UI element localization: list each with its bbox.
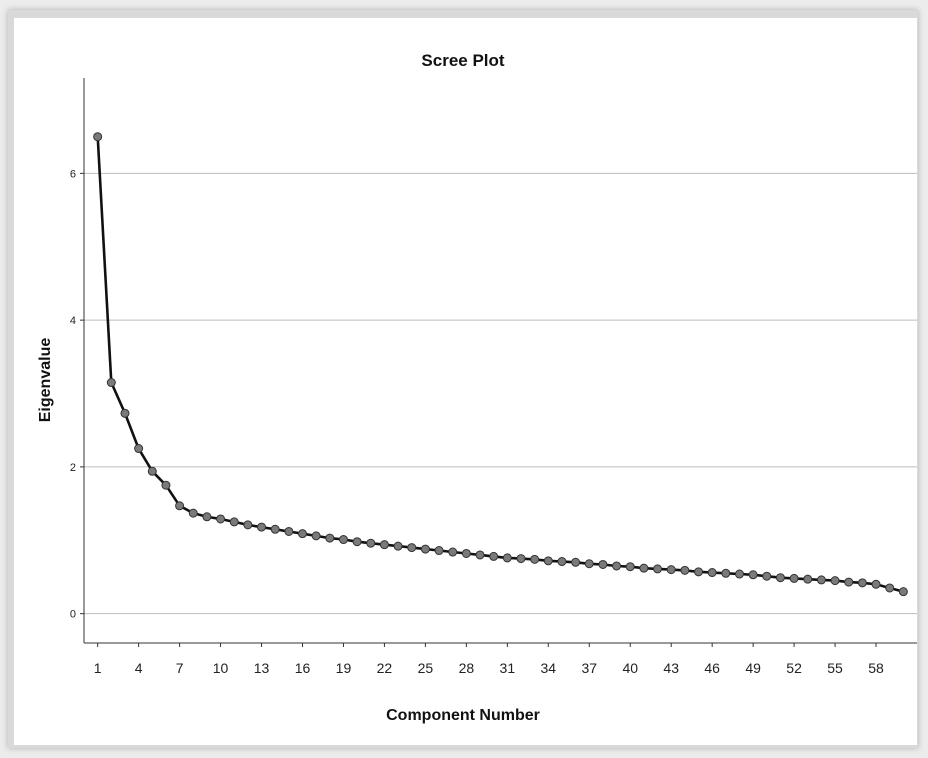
x-tick-label: 28 bbox=[459, 660, 475, 676]
data-point bbox=[516, 554, 526, 564]
data-point bbox=[775, 573, 785, 583]
data-point bbox=[857, 578, 867, 588]
data-point bbox=[871, 579, 881, 589]
y-tick-label: 4 bbox=[70, 315, 76, 327]
x-tick-label: 34 bbox=[541, 660, 557, 676]
data-point bbox=[270, 524, 280, 534]
x-tick-label: 19 bbox=[336, 660, 352, 676]
data-point bbox=[598, 559, 608, 569]
x-tick-labels: 1 4 7 10 13 16 19 22 25 28 31 34 37 40 43 46 49 52 55 58 bbox=[94, 660, 884, 676]
y-tick-label: 0 bbox=[70, 609, 76, 621]
x-tick-label: 13 bbox=[254, 660, 270, 676]
data-point bbox=[188, 508, 198, 518]
data-point bbox=[721, 568, 731, 578]
data-point bbox=[161, 480, 171, 490]
x-tick-label: 7 bbox=[176, 660, 184, 676]
data-point bbox=[202, 512, 212, 522]
data-point bbox=[557, 557, 567, 567]
data-point bbox=[612, 561, 622, 571]
data-point bbox=[243, 520, 253, 530]
x-tick-label: 16 bbox=[295, 660, 311, 676]
data-point bbox=[134, 444, 144, 454]
series-line bbox=[96, 136, 904, 593]
x-tick-label: 40 bbox=[622, 660, 638, 676]
y-tick-label: 2 bbox=[70, 462, 76, 474]
data-point bbox=[338, 535, 348, 545]
data-point bbox=[543, 556, 553, 566]
data-point bbox=[680, 565, 690, 575]
data-point bbox=[803, 574, 813, 584]
y-tick-label: 6 bbox=[70, 168, 76, 180]
data-point bbox=[584, 559, 594, 569]
data-point bbox=[216, 514, 226, 524]
data-point bbox=[707, 568, 717, 578]
x-axis-title: Component Number bbox=[386, 707, 540, 724]
x-tick-label: 58 bbox=[868, 660, 884, 676]
data-point bbox=[297, 529, 307, 539]
x-tick-label: 43 bbox=[663, 660, 679, 676]
data-point bbox=[147, 466, 157, 476]
data-point bbox=[120, 408, 130, 418]
data-point bbox=[844, 577, 854, 587]
x-tick-label: 4 bbox=[135, 660, 143, 676]
x-tick-label: 1 bbox=[94, 660, 102, 676]
data-point bbox=[393, 541, 403, 551]
data-point bbox=[898, 587, 908, 597]
data-point bbox=[311, 531, 321, 541]
data-point bbox=[352, 537, 362, 547]
data-point bbox=[653, 564, 663, 574]
data-point bbox=[461, 548, 471, 558]
data-point bbox=[885, 583, 895, 593]
data-point bbox=[93, 132, 103, 142]
data-point bbox=[257, 522, 267, 532]
data-point bbox=[448, 547, 458, 557]
data-point bbox=[366, 538, 376, 548]
data-point bbox=[734, 569, 744, 579]
data-point bbox=[284, 526, 294, 536]
series-eigenvalues bbox=[93, 132, 908, 597]
x-tick-label: 55 bbox=[827, 660, 843, 676]
data-point bbox=[229, 517, 239, 527]
chart-title: Scree Plot bbox=[421, 51, 504, 70]
data-point bbox=[106, 378, 116, 388]
y-axis-title: Eigenvalue bbox=[37, 338, 54, 423]
data-point bbox=[407, 543, 417, 553]
data-point bbox=[625, 562, 635, 572]
x-tick-label: 22 bbox=[377, 660, 393, 676]
x-tick-label: 10 bbox=[213, 660, 229, 676]
data-point bbox=[502, 553, 512, 563]
data-point bbox=[666, 565, 676, 575]
x-tick-label: 49 bbox=[745, 660, 761, 676]
data-point bbox=[830, 576, 840, 586]
x-tick-label: 25 bbox=[418, 660, 434, 676]
data-point bbox=[694, 567, 704, 577]
data-point bbox=[379, 540, 389, 550]
data-point bbox=[420, 544, 430, 554]
axes bbox=[80, 78, 917, 647]
data-point bbox=[762, 571, 772, 581]
data-point bbox=[325, 533, 335, 543]
data-point bbox=[175, 501, 185, 511]
data-point bbox=[639, 563, 649, 573]
x-tick-label: 46 bbox=[704, 660, 720, 676]
y-tick-labels: 0 2 4 6 bbox=[70, 168, 76, 620]
data-point bbox=[789, 573, 799, 583]
data-point bbox=[475, 550, 485, 560]
data-point bbox=[489, 551, 499, 561]
data-point bbox=[816, 575, 826, 585]
x-tick-label: 37 bbox=[581, 660, 597, 676]
x-tick-label: 31 bbox=[500, 660, 516, 676]
grid-lines bbox=[84, 172, 917, 615]
data-point bbox=[748, 570, 758, 580]
data-point bbox=[434, 546, 444, 556]
data-point bbox=[530, 554, 540, 564]
data-point bbox=[571, 557, 581, 567]
x-tick-label: 52 bbox=[786, 660, 802, 676]
